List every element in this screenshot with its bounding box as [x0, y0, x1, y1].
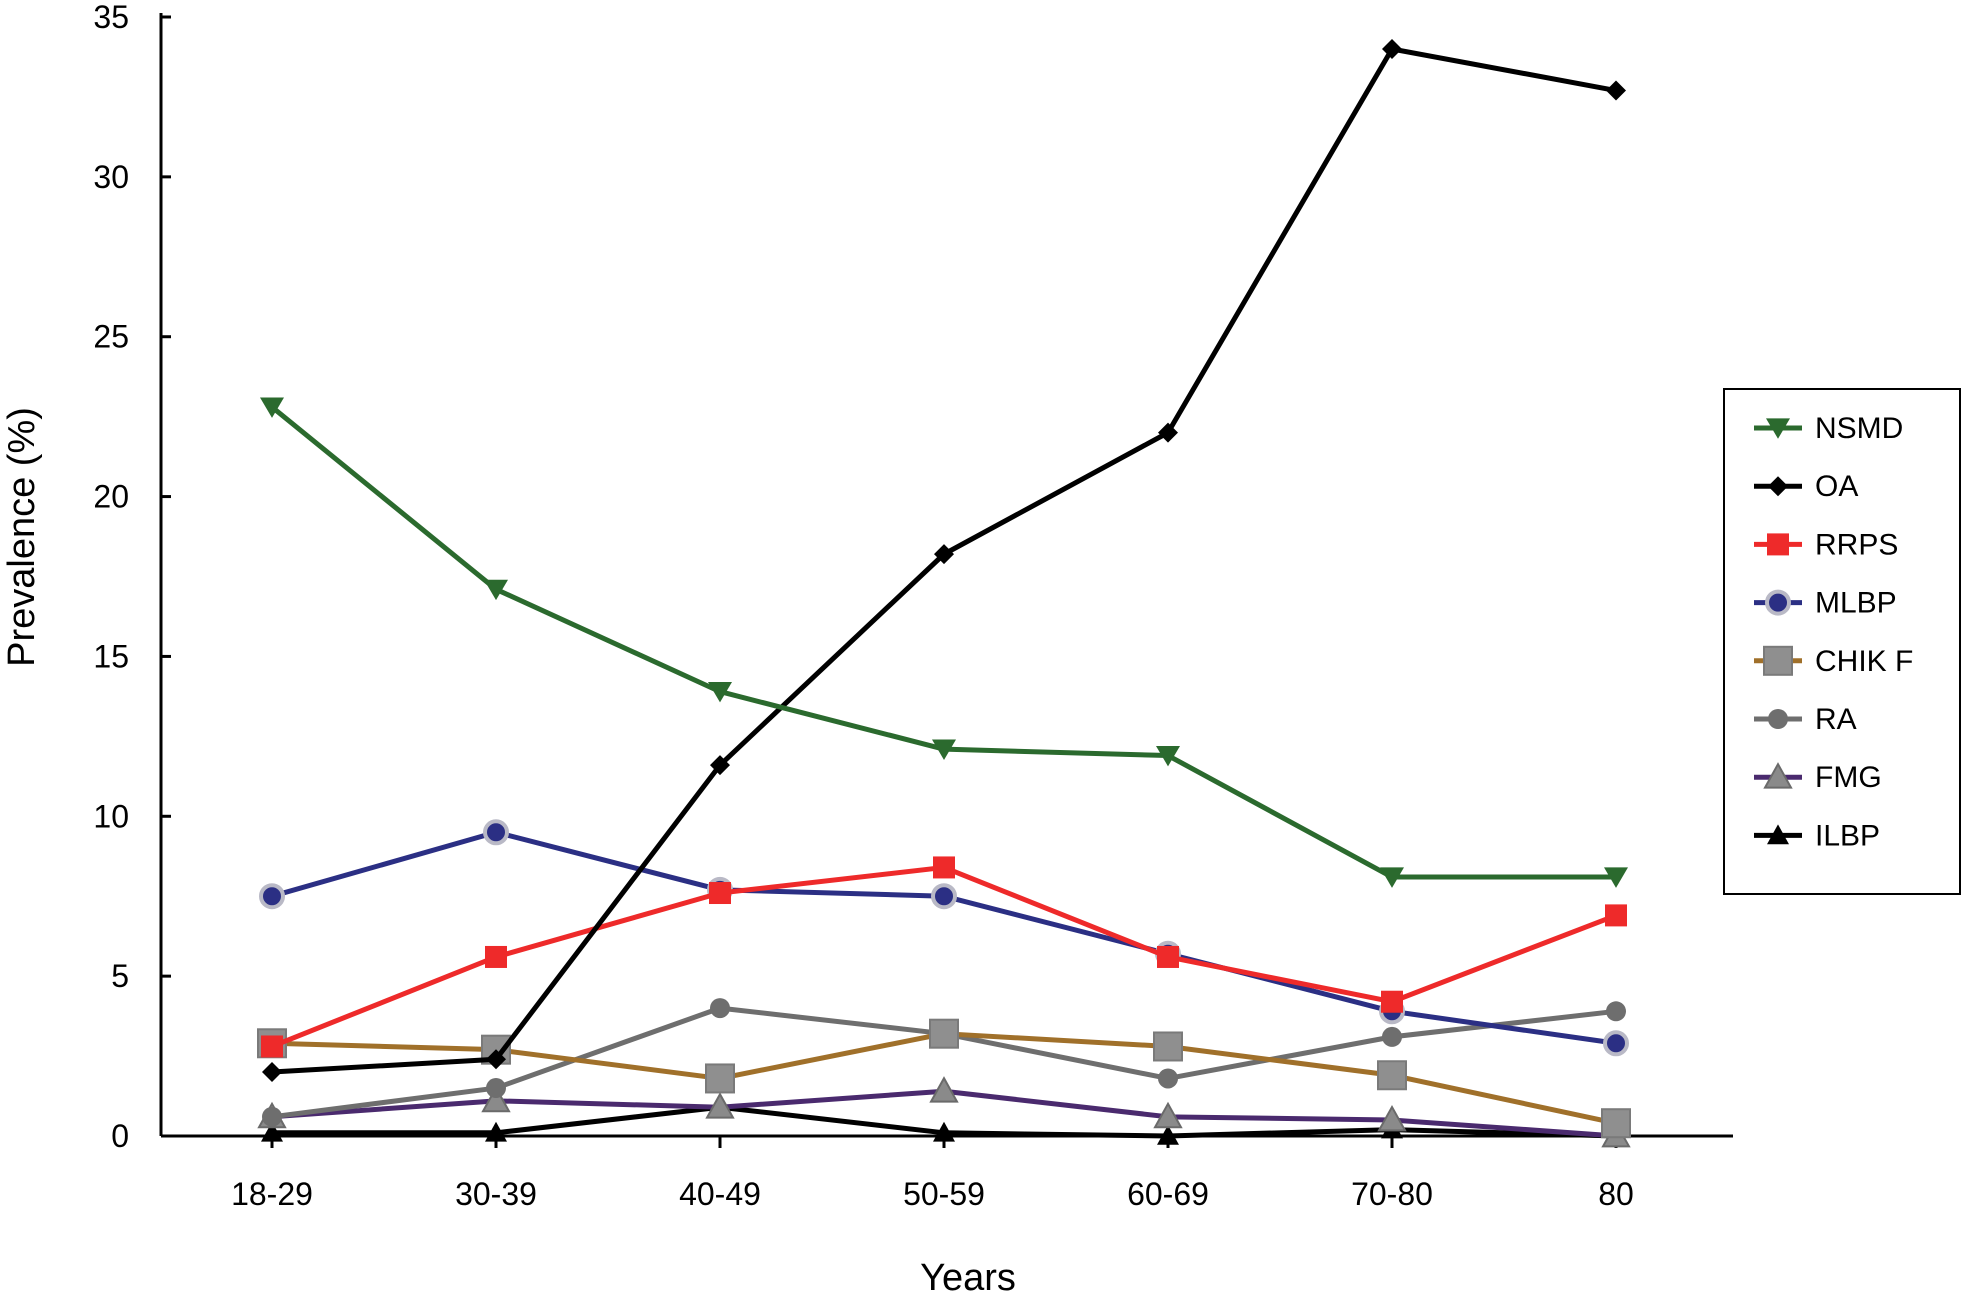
data-point-chik-f	[1601, 1108, 1631, 1139]
data-point-chik-f	[1153, 1031, 1183, 1062]
legend-item-rrps: RRPS	[1754, 528, 1898, 561]
data-point-ra	[1606, 1001, 1626, 1022]
data-point-rrps	[485, 945, 507, 968]
data-point-oa	[1382, 38, 1402, 59]
legend-marker	[1765, 589, 1791, 616]
data-point-ilbp	[485, 1121, 507, 1142]
x-tick-label: 60-69	[1127, 1176, 1209, 1212]
data-point-ra	[1158, 1068, 1178, 1089]
data-point-mlbp	[931, 883, 957, 910]
data-point-mlbp	[259, 883, 285, 910]
y-tick-label: 20	[93, 479, 129, 515]
data-point-ra	[262, 1106, 282, 1127]
data-point-nsmd	[708, 681, 732, 703]
legend-item-mlbp: MLBP	[1754, 587, 1897, 620]
data-point-fmg	[929, 1076, 959, 1103]
legend-label: ILBP	[1815, 819, 1880, 852]
series-layer	[257, 38, 1631, 1148]
x-tick-label: 30-39	[455, 1176, 537, 1212]
series-rrps	[261, 856, 1627, 1058]
legend-label: RA	[1815, 703, 1857, 736]
legend-item-chik-f: CHIK F	[1754, 645, 1913, 678]
data-point-rrps	[1381, 990, 1403, 1013]
data-point-ilbp	[1157, 1125, 1179, 1145]
data-point-mlbp	[1603, 1030, 1629, 1057]
series-nsmd	[260, 397, 1628, 888]
y-tick-label: 25	[93, 319, 129, 355]
y-tick-label: 30	[93, 159, 129, 195]
x-tick-label: 80	[1598, 1176, 1634, 1212]
data-point-nsmd	[1380, 867, 1404, 888]
series-line-nsmd	[270, 405, 1616, 880]
data-point-fmg	[705, 1092, 735, 1119]
y-tick-label: 35	[93, 0, 129, 35]
data-point-ra	[710, 998, 730, 1019]
legend-marker	[1767, 533, 1789, 556]
legend-label: MLBP	[1815, 587, 1897, 620]
data-point-ilbp	[261, 1121, 283, 1142]
data-point-rrps	[709, 882, 731, 905]
data-point-rrps	[261, 1035, 283, 1058]
x-axis-title: Years	[920, 1257, 1016, 1299]
data-point-nsmd	[260, 397, 284, 418]
data-point-rrps	[1157, 945, 1179, 968]
data-point-oa	[934, 544, 954, 565]
legend-item-oa: OA	[1754, 470, 1858, 503]
data-point-chik-f	[929, 1018, 959, 1049]
legend-label: FMG	[1815, 761, 1882, 794]
data-point-oa	[710, 755, 730, 776]
data-point-ilbp	[933, 1121, 955, 1142]
data-point-oa	[1158, 422, 1178, 443]
data-point-rrps	[1605, 904, 1627, 927]
data-point-oa	[486, 1049, 506, 1070]
x-tick-label: 18-29	[231, 1176, 313, 1212]
y-tick-label: 10	[93, 798, 129, 834]
data-point-fmg	[1153, 1101, 1183, 1129]
legend-marker	[1768, 709, 1788, 729]
y-tick-label: 5	[111, 958, 129, 994]
data-point-ra	[1382, 1026, 1402, 1047]
y-tick-label: 15	[93, 638, 129, 674]
x-tick-label: 70-80	[1351, 1176, 1433, 1212]
data-point-rrps	[933, 856, 955, 879]
series-oa	[262, 38, 1626, 1083]
legend-label: OA	[1815, 470, 1858, 503]
legend-marker	[1768, 476, 1788, 497]
data-point-fmg	[1377, 1104, 1407, 1132]
data-point-chik-f	[705, 1063, 735, 1094]
data-point-oa	[1606, 80, 1626, 101]
legend-label: CHIK F	[1815, 645, 1913, 678]
data-point-ra	[486, 1078, 506, 1099]
legend-item-fmg: FMG	[1754, 761, 1882, 794]
legend-item-nsmd: NSMD	[1754, 412, 1903, 445]
legend-marker	[1763, 645, 1793, 676]
data-point-nsmd	[1156, 745, 1180, 767]
x-tick-label: 50-59	[903, 1176, 985, 1212]
data-point-chik-f	[1377, 1060, 1407, 1091]
y-tick-label: 0	[111, 1118, 129, 1154]
data-point-nsmd	[484, 579, 508, 601]
legend: NSMD OA RRPS MLBP CHIK F RA FMG ILBP	[1723, 388, 1961, 895]
data-point-mlbp	[483, 819, 509, 846]
y-axis-title: Prevalence (%)	[1, 407, 43, 667]
axes: 0 5 10 15 20 25 30 35 18-29 30-39 40-49 50-59 60-69 7…	[93, 0, 1733, 1212]
legend-marker	[1766, 418, 1790, 439]
data-point-nsmd	[932, 739, 956, 760]
data-point-fmg	[481, 1085, 511, 1113]
legend-item-ra: RA	[1754, 703, 1857, 736]
legend-label: RRPS	[1815, 528, 1898, 561]
legend-marker	[1763, 762, 1793, 789]
x-tick-label: 40-49	[679, 1176, 761, 1212]
data-point-oa	[262, 1062, 282, 1083]
data-point-nsmd	[1604, 867, 1628, 888]
legend-item-ilbp: ILBP	[1754, 819, 1880, 852]
legend-label: NSMD	[1815, 412, 1903, 445]
legend-marker	[1767, 824, 1789, 845]
legend-box	[1723, 388, 1961, 895]
